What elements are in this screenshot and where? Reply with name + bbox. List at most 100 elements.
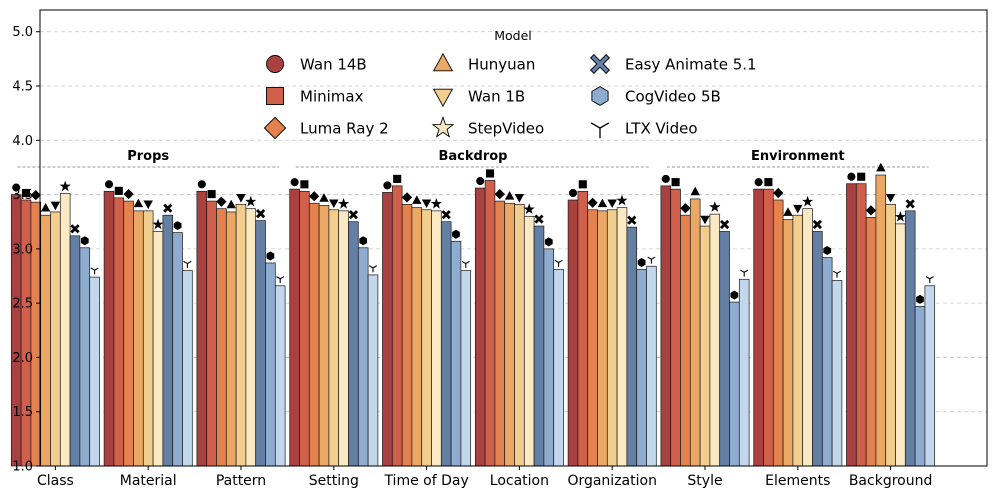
x-tick-label: Location [490,473,549,489]
group-label: Backdrop [439,149,508,164]
legend-label: CogVideo 5B [625,88,721,106]
bar [113,197,125,467]
bar-marker [847,172,856,181]
legend-swatch [432,88,454,108]
bar-marker [452,229,460,239]
legend-title: Model [494,28,532,43]
bar-marker [143,200,153,210]
y-tick-label: 3.0 [12,242,33,257]
bar-marker [430,197,442,209]
legend-label: StepVideo [468,120,544,138]
legend-label: Wan 1B [468,88,525,106]
bar [79,247,91,467]
bar [738,278,750,467]
bar-marker [183,260,192,268]
legend-item: Luma Ray 2 [263,116,389,140]
y-tick-label: 3.5 [12,188,33,203]
bar-marker [680,203,691,214]
bar-marker [823,246,832,256]
legend-label: Easy Animate 5.1 [625,56,757,74]
bar-marker [104,180,114,189]
x-tick-label: Organization [567,473,657,489]
legend-swatch [591,86,609,106]
group-label: Props [127,149,169,164]
bar-marker [720,219,730,230]
legend-swatch [590,54,610,74]
bar-marker [916,294,924,304]
bar [40,214,51,467]
bar-marker [300,180,309,189]
bar-marker [319,193,329,202]
bar-marker [368,265,378,273]
bar [802,208,813,467]
x-tick-label: Style [687,473,722,489]
legend-label: Wan 14B [300,56,367,74]
bar [831,279,843,467]
bar-marker [647,256,656,264]
bar-marker [709,201,721,212]
legend-swatch [266,55,284,73]
bar-marker [616,194,628,206]
bar [245,208,257,467]
bar-marker [812,219,822,230]
bar-marker [740,269,749,277]
bar [10,194,22,467]
legend-label: Minimax [300,88,364,106]
bar-marker [661,174,670,183]
bar [646,265,657,467]
bar-marker [123,188,134,200]
bar-marker [441,210,451,220]
bar-marker [226,199,236,209]
legend-swatch [431,116,455,138]
y-tick-label: 2.5 [12,297,33,312]
bar-marker [30,190,41,201]
bar [753,188,764,467]
bar-marker [152,218,164,230]
legend-item: Wan 14B [266,55,367,74]
bar [543,248,555,467]
bar [523,215,535,467]
bar [567,199,579,467]
bar-marker [885,194,896,203]
bar-marker [504,191,515,200]
bar [782,219,794,467]
legend-item: StepVideo [431,116,544,138]
bar [172,232,183,467]
y-tick-label: 4.0 [12,134,33,149]
y-tick-label: 1.5 [12,405,33,420]
bar-marker [383,181,392,190]
bar [680,214,691,467]
bar [924,285,936,467]
bar-marker [348,210,358,220]
bar [875,174,887,467]
bar-marker [523,203,535,215]
bar-marker [925,276,934,284]
bar [391,185,403,467]
legend-swatch [590,122,610,139]
bar-marker [905,199,915,209]
bar [474,187,486,467]
bar [206,200,217,467]
bar-marker [578,180,587,189]
bar [699,225,711,467]
bar-marker [290,178,299,187]
bar-marker [216,196,227,207]
bar-marker [173,221,182,231]
bar-marker [494,188,505,200]
x-tick-label: Background [849,473,933,489]
bar-marker [671,178,680,187]
y-tick-label: 2.0 [12,351,33,366]
bar [460,270,472,467]
bar [660,185,672,467]
legend-item: CogVideo 5B [591,86,721,106]
bar-marker [245,195,257,207]
bar [914,306,926,467]
bar [587,209,598,467]
y-tick-label: 5.0 [12,25,33,40]
bar [421,209,432,467]
bar [504,202,515,467]
bar-marker [773,187,784,199]
bar-marker [80,236,89,246]
bar [636,269,647,467]
